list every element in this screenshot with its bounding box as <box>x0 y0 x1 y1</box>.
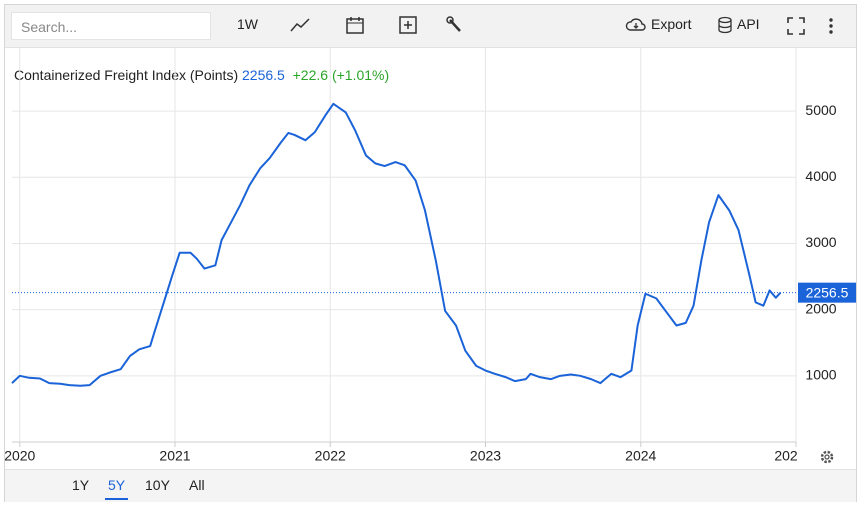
chart-header: Containerized Freight Index (Points) 225… <box>14 67 389 83</box>
range-button[interactable]: All <box>189 477 205 493</box>
x-tick-label: 2023 <box>470 448 501 464</box>
chart-title: Containerized Freight Index (Points) <box>14 67 239 83</box>
fullscreen-icon[interactable] <box>786 16 806 36</box>
calendar-icon[interactable] <box>345 15 365 35</box>
settings-wrench-icon[interactable] <box>445 15 465 35</box>
menu-icon[interactable] <box>827 16 835 36</box>
api-icon[interactable] <box>717 16 733 34</box>
last-value-label: 2256.5 <box>806 284 849 300</box>
y-tick-label: 3000 <box>805 234 836 250</box>
change-percent: (+1.01%) <box>331 67 390 83</box>
toolbar: Search... 1W Export API <box>5 5 856 48</box>
range-button[interactable]: 1Y <box>72 477 90 493</box>
y-tick-label: 5000 <box>805 102 836 118</box>
gear-icon[interactable] <box>820 450 834 464</box>
line <box>11 102 782 387</box>
export-button[interactable]: Export <box>651 16 692 32</box>
x-tick-label: 2022 <box>315 448 346 464</box>
chart: 1000 2000 3000 4000 5000 2020 2021 2022 2023 2024… <box>5 48 856 464</box>
y-tick-label: 4000 <box>805 168 836 184</box>
widget: Search... 1W Export API Containerized Fr… <box>4 4 857 502</box>
add-icon[interactable] <box>398 15 418 35</box>
x-tick-label: 2024 <box>625 448 656 464</box>
search-input[interactable]: Search... <box>11 12 211 40</box>
range-button[interactable]: 5Y <box>105 477 129 500</box>
y-tick-label: 2000 <box>805 300 836 316</box>
export-icon[interactable] <box>625 17 647 33</box>
api-button[interactable]: API <box>737 16 760 32</box>
range-button[interactable]: 10Y <box>145 477 170 493</box>
chart-type-icon[interactable] <box>289 16 311 34</box>
range-bar: 1Y 5Y 10Y All <box>5 469 856 502</box>
x-tick-label: 2021 <box>159 448 190 464</box>
last-value-box <box>798 282 856 303</box>
change: +22.6 <box>292 67 329 83</box>
x-tick-label: 202 <box>774 448 798 464</box>
last-value: 2256.5 <box>242 67 285 83</box>
interval-button[interactable]: 1W <box>237 16 258 32</box>
y-tick-label: 1000 <box>805 367 836 383</box>
x-tick-label: 2020 <box>5 448 36 464</box>
